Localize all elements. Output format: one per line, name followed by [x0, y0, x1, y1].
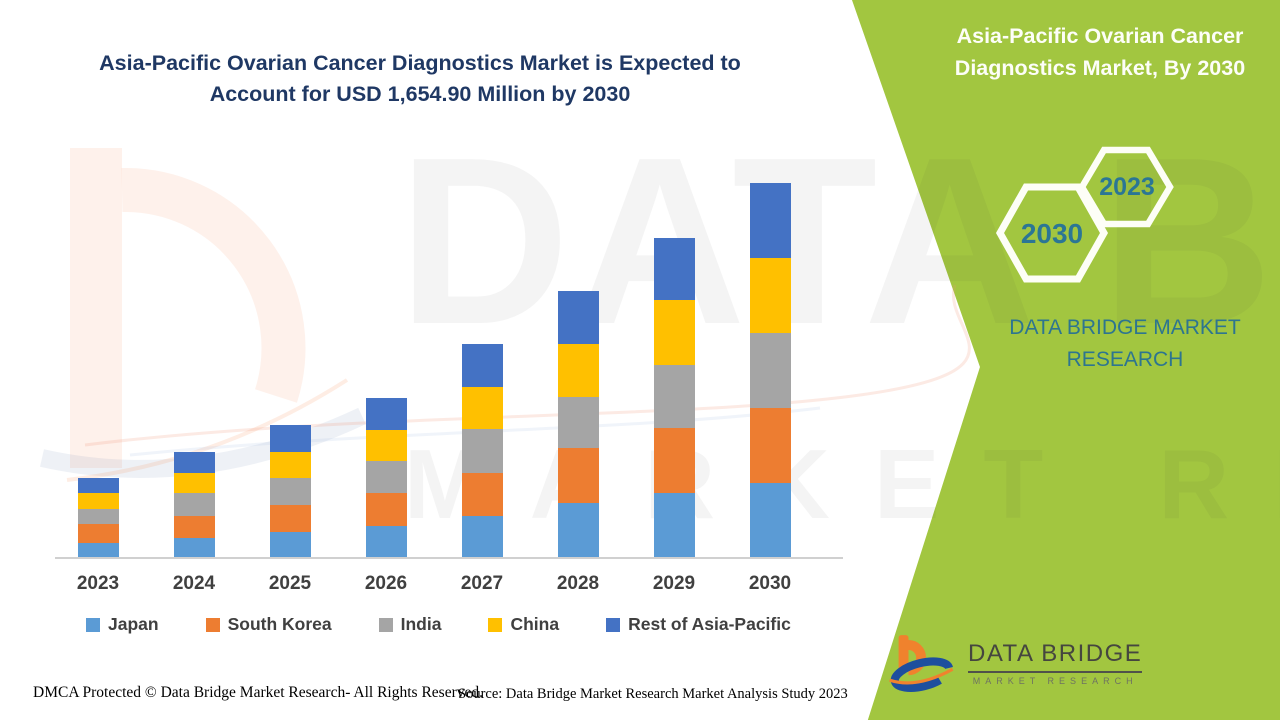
- bar-2024: [173, 452, 215, 558]
- x-axis-line: [55, 557, 843, 559]
- bar-segment-china: [173, 473, 215, 494]
- hexagon-badges: [995, 146, 1174, 283]
- bar-segment-south-korea: [749, 408, 791, 483]
- logo-text-block: DATA BRIDGE MARKET RESEARCH: [968, 640, 1143, 686]
- x-axis-label-2030: 2030: [748, 573, 792, 594]
- bar-2030: [749, 183, 791, 558]
- legend-label: Rest of Asia-Pacific: [628, 614, 791, 634]
- bar-segment-japan: [269, 531, 311, 558]
- source-note: Source: Data Bridge Market Research Mark…: [458, 686, 848, 702]
- bar-segment-japan: [557, 502, 599, 558]
- bar-segment-india: [269, 477, 311, 505]
- logo-text-data-bridge: DATA BRIDGE: [968, 640, 1143, 673]
- legend-swatch: [378, 617, 393, 632]
- bar-segment-japan: [173, 538, 215, 558]
- legend-item-china: China: [488, 614, 559, 635]
- bar-segment-japan: [749, 483, 791, 558]
- brand-wordmark-line1: DATA BRIDGE MARKET: [1009, 316, 1241, 339]
- bar-segment-china: [365, 429, 407, 461]
- data-bridge-logo: DATA BRIDGE MARKET RESEARCH: [886, 632, 1143, 694]
- legend-label: India: [400, 614, 442, 634]
- bar-segment-japan: [365, 526, 407, 558]
- side-panel-title: Asia-Pacific Ovarian Cancer Diagnostics …: [925, 20, 1275, 85]
- bar-segment-india: [653, 365, 695, 428]
- bar-segment-china: [653, 300, 695, 365]
- bar-segment-south-korea: [173, 516, 215, 539]
- bar-segment-rest-of-asia-pacific: [461, 344, 503, 388]
- x-axis-label-2024: 2024: [172, 573, 216, 594]
- side-panel-title-line2: Diagnostics Market, By 2030: [954, 56, 1246, 81]
- bar-segment-south-korea: [461, 473, 503, 517]
- bar-segment-japan: [77, 543, 119, 558]
- chart-headline-line2: Account for USD 1,654.90 Million by 2030: [209, 82, 631, 107]
- x-axis-label-2029: 2029: [652, 573, 696, 594]
- legend-swatch: [488, 617, 503, 632]
- legend-item-japan: Japan: [86, 614, 159, 635]
- bar-segment-china: [749, 258, 791, 333]
- bar-segment-rest-of-asia-pacific: [749, 183, 791, 258]
- bar-segment-south-korea: [365, 492, 407, 526]
- dmca-notice: DMCA Protected © Data Bridge Market Rese…: [33, 684, 483, 701]
- x-axis-label-2025: 2025: [268, 573, 312, 594]
- brand-wordmark: DATA BRIDGE MARKET RESEARCH: [965, 312, 1280, 375]
- bar-segment-rest-of-asia-pacific: [269, 424, 311, 452]
- bar-segment-south-korea: [77, 524, 119, 543]
- legend-item-rest-of-asia-pacific: Rest of Asia-Pacific: [606, 614, 791, 635]
- legend-swatch: [86, 617, 100, 632]
- legend-label: Japan: [108, 614, 159, 634]
- bar-segment-china: [461, 387, 503, 430]
- bar-segment-india: [365, 460, 407, 493]
- bar-segment-china: [557, 343, 599, 397]
- bar-segment-india: [749, 333, 791, 408]
- legend-item-india: India: [378, 614, 442, 635]
- chart-headline-line1: Asia-Pacific Ovarian Cancer Diagnostics …: [99, 51, 741, 75]
- hexagon-year-2023: 2023: [1099, 173, 1155, 201]
- chart-headline: Asia-Pacific Ovarian Cancer Diagnostics …: [30, 48, 810, 110]
- bar-segment-japan: [461, 516, 503, 558]
- bar-segment-japan: [653, 493, 695, 558]
- bar-2027: [461, 344, 503, 558]
- legend-swatch: [606, 617, 621, 632]
- x-axis-label-2027: 2027: [460, 573, 504, 594]
- bar-segment-rest-of-asia-pacific: [557, 291, 599, 344]
- bar-segment-south-korea: [653, 428, 695, 493]
- chart-legend: Japan South Korea India China Rest of Asia-P…: [86, 614, 791, 635]
- bar-2028: [557, 291, 599, 558]
- bar-segment-india: [461, 429, 503, 474]
- bar-segment-rest-of-asia-pacific: [173, 452, 215, 474]
- bar-segment-south-korea: [557, 447, 599, 503]
- bar-segment-rest-of-asia-pacific: [653, 238, 695, 300]
- x-axis-label-2026: 2026: [364, 573, 408, 594]
- bar-segment-china: [77, 492, 119, 509]
- data-bridge-logo-icon: [889, 635, 954, 692]
- bar-segment-rest-of-asia-pacific: [365, 397, 407, 430]
- bar-segment-india: [77, 509, 119, 524]
- side-panel-title-line1: Asia-Pacific Ovarian Cancer: [956, 24, 1244, 48]
- bar-2029: [653, 238, 695, 558]
- legend-item-south-korea: South Korea: [205, 614, 332, 635]
- legend-label: China: [510, 614, 560, 634]
- bar-segment-south-korea: [269, 504, 311, 532]
- x-axis-label-2023: 2023: [76, 573, 120, 594]
- hexagon-year-2030: 2030: [1020, 218, 1084, 249]
- bar-segment-rest-of-asia-pacific: [77, 477, 119, 493]
- logo-text-market-research: MARKET RESEARCH: [972, 676, 1138, 686]
- brand-wordmark-line2: RESEARCH: [1066, 347, 1184, 371]
- x-axis-label-2028: 2028: [556, 573, 600, 594]
- bar-segment-china: [269, 451, 311, 478]
- bar-2026: [365, 397, 407, 558]
- legend-label: South Korea: [227, 614, 332, 634]
- legend-swatch: [205, 617, 220, 632]
- bar-2023: [77, 477, 119, 558]
- bar-segment-india: [557, 396, 599, 448]
- bar-2025: [269, 424, 311, 558]
- bar-segment-india: [173, 493, 215, 517]
